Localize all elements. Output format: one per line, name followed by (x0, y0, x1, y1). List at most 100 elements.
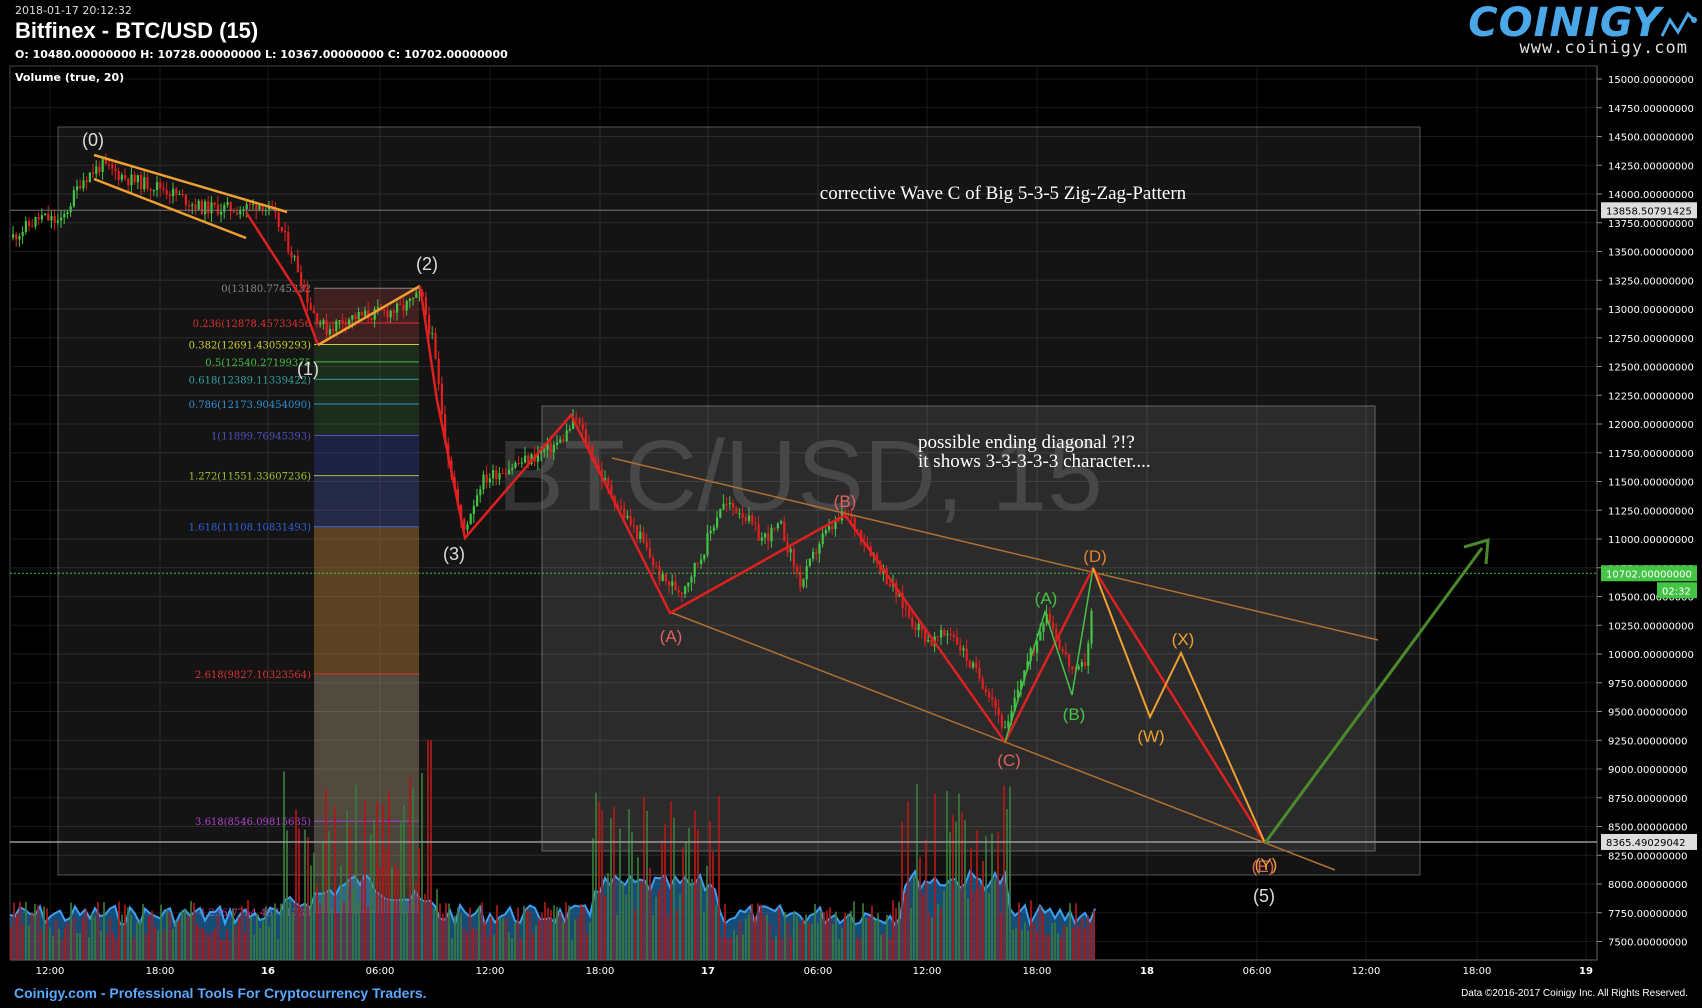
volume-bar (460, 913, 462, 960)
volume-bar (523, 905, 525, 960)
volume-bar (982, 860, 984, 960)
candle-body (127, 178, 130, 186)
candle-body (1039, 631, 1042, 641)
candle-body (956, 637, 959, 645)
candle-body (927, 639, 930, 642)
candle-body (79, 186, 82, 189)
wave-label: (X) (1172, 630, 1195, 649)
volume-bar (109, 918, 111, 960)
x-tick-label: 19 (1579, 966, 1593, 977)
candle-body (261, 204, 264, 212)
volume-bar (799, 923, 801, 960)
logo-url: www.coinigy.com (1519, 38, 1688, 58)
candle-body (316, 313, 319, 324)
volume-bar (472, 928, 474, 960)
x-tick-label: 18:00 (586, 966, 615, 977)
candle-body (703, 554, 706, 560)
candle-body (559, 439, 562, 443)
candle-body (332, 329, 335, 332)
candle-body (216, 204, 219, 215)
candle-body (437, 358, 440, 384)
volume-bar (955, 821, 957, 960)
volume-bar (1012, 929, 1014, 960)
candle-body (149, 188, 152, 191)
candle-body (56, 220, 59, 223)
candle-body (364, 310, 367, 316)
volume-bar (829, 907, 831, 960)
price-label: 10702.00000000 (1606, 569, 1692, 580)
y-tick-label: 13000.00000000 (1608, 305, 1694, 316)
volume-bar (949, 832, 951, 960)
volume-bar (34, 904, 36, 960)
x-tick-label: 18:00 (1463, 966, 1492, 977)
candle-body (1013, 697, 1016, 711)
volume-indicator-label[interactable]: Volume (true, 20) (15, 71, 125, 84)
volume-bar (154, 927, 156, 960)
candle-body (338, 320, 341, 322)
candle-body (642, 531, 645, 542)
volume-bar (256, 914, 258, 960)
volume-bar (1060, 937, 1062, 960)
candle-body (95, 166, 98, 174)
candle-body (588, 443, 591, 447)
volume-bar (490, 916, 492, 960)
candle-body (399, 303, 402, 306)
candle-body (1071, 666, 1074, 669)
candle-body (34, 216, 37, 227)
volume-bar (1066, 926, 1068, 960)
candle-body (108, 163, 111, 165)
volume-bar (271, 913, 273, 960)
logo-chart-icon (1660, 11, 1697, 37)
volume-bar (178, 920, 180, 960)
wave-label: (0) (82, 130, 104, 150)
x-tick-label: 18:00 (1023, 966, 1052, 977)
wave-label: (A) (660, 627, 683, 646)
volume-bar (247, 900, 249, 960)
candle-body (988, 692, 991, 698)
volume-bar (268, 926, 270, 960)
volume-bar (508, 932, 510, 960)
candle-body (373, 308, 376, 320)
volume-bar (151, 910, 153, 960)
volume-bar (130, 914, 132, 960)
volume-bar (568, 905, 570, 960)
candle-body (168, 194, 171, 197)
volume-bar (664, 823, 666, 960)
volume-bar (985, 835, 987, 960)
volume-bar (355, 784, 357, 960)
y-tick-label: 12250.00000000 (1608, 391, 1694, 402)
volume-bar (658, 890, 660, 960)
wave-label: (3) (443, 544, 465, 564)
candle-body (402, 305, 405, 311)
volume-bar (919, 856, 921, 960)
volume-bar (463, 928, 465, 960)
candle-body (690, 576, 693, 583)
volume-bar (598, 801, 600, 960)
candle-body (488, 478, 491, 483)
candle-body (524, 455, 527, 463)
candle-body (60, 217, 63, 221)
candle-body (210, 202, 213, 214)
volume-bar (1090, 921, 1092, 960)
x-tick-label: 06:00 (804, 966, 833, 977)
footer-copyright: Data ©2016-2017 Coinigy Inc. All Rights … (1461, 988, 1688, 999)
candle-body (130, 174, 133, 186)
ohlc-readout: O: 10480.00000000 H: 10728.00000000 L: 1… (15, 48, 508, 61)
candle-body (1061, 649, 1064, 652)
annotation-box-big (57, 126, 1421, 876)
fib-zone (314, 673, 419, 822)
fib-level-label: 0.236(12878.45733456 (193, 319, 311, 330)
candle-body (466, 524, 469, 530)
volume-bar (235, 926, 237, 960)
price-label-box (1601, 833, 1697, 850)
volume-bar (517, 907, 519, 960)
candle-body (376, 307, 379, 309)
footer-tagline[interactable]: Coinigy.com - Professional Tools For Cry… (14, 985, 427, 1001)
coinigy-logo[interactable]: COINIGY www.coinigy.com (1468, 0, 1697, 60)
volume-bar (850, 910, 852, 960)
candle-body (21, 231, 24, 237)
volume-bar (133, 937, 135, 960)
candle-body (674, 581, 677, 591)
candle-body (72, 190, 75, 207)
